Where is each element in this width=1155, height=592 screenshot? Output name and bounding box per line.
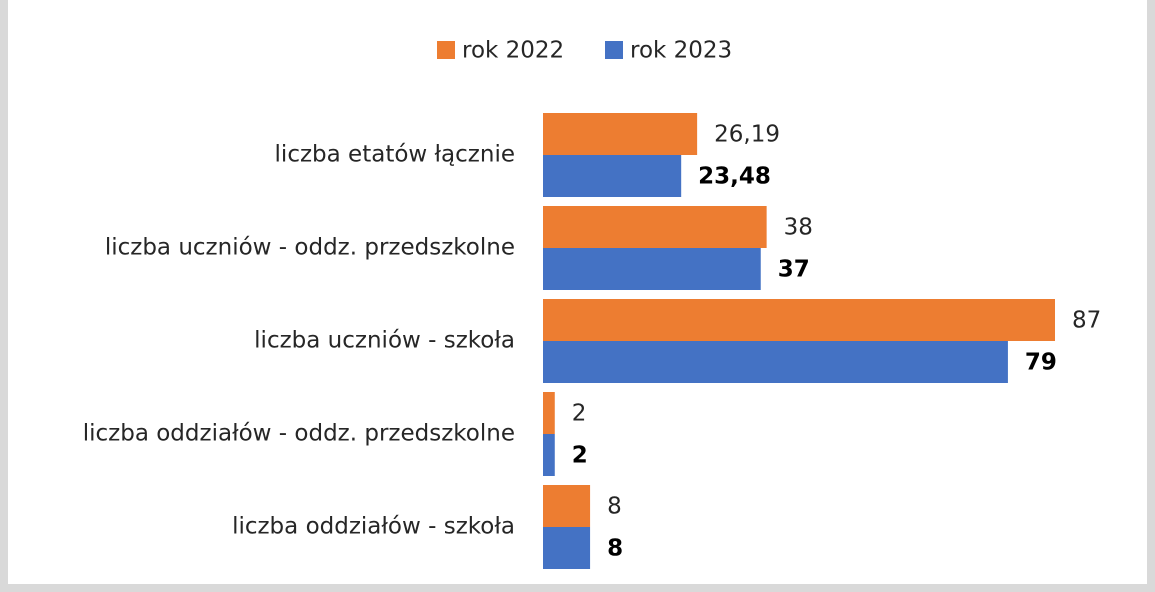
legend-swatch <box>437 41 455 59</box>
bar <box>543 299 1055 341</box>
category-label: liczba etatów łącznie <box>275 142 515 168</box>
category-label: liczba uczniów - oddz. przedszkolne <box>105 235 515 261</box>
bar <box>543 113 698 155</box>
category-label: liczba uczniów - szkoła <box>254 328 515 354</box>
bar <box>543 527 591 569</box>
bar <box>543 392 555 434</box>
data-label: 87 <box>1072 308 1101 334</box>
data-label: 23,48 <box>698 164 771 190</box>
legend-swatch <box>605 41 623 59</box>
data-label: 8 <box>607 536 623 562</box>
data-label: 38 <box>784 215 813 241</box>
bar <box>543 155 682 197</box>
data-label: 2 <box>572 443 588 469</box>
bar <box>543 341 1008 383</box>
legend-label: rok 2022 <box>462 38 564 64</box>
bar <box>543 434 555 476</box>
legend-label: rok 2023 <box>630 38 732 64</box>
category-label: liczba oddziałów - szkoła <box>232 514 515 540</box>
data-label: 26,19 <box>714 122 780 148</box>
category-label: liczba oddziałów - oddz. przedszkolne <box>83 421 515 447</box>
data-label: 8 <box>607 494 622 520</box>
bar <box>543 248 761 290</box>
bar <box>543 206 767 248</box>
data-label: 2 <box>572 401 587 427</box>
data-label: 37 <box>778 257 810 283</box>
bar <box>543 485 591 527</box>
data-label: 79 <box>1025 350 1057 376</box>
